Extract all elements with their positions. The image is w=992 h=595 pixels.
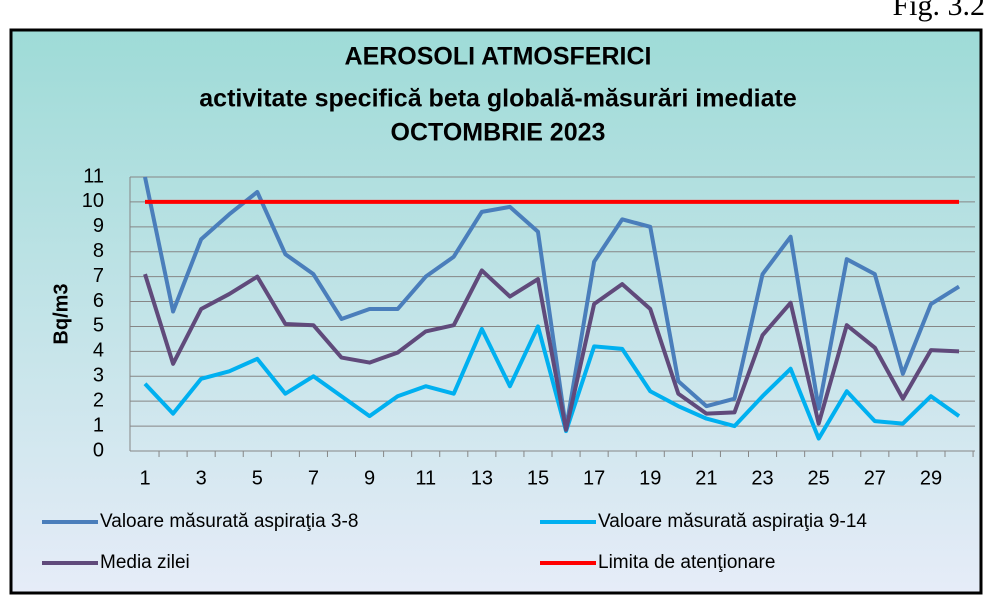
x-tick-label: 19 [639, 467, 661, 489]
x-tick-label: 5 [252, 467, 263, 489]
x-tick-label: 21 [695, 467, 717, 489]
chart-title: AEROSOLI ATMOSFERICI [345, 43, 652, 71]
chart-title: activitate specifică beta globală-măsură… [199, 85, 797, 113]
x-tick-label: 13 [471, 467, 493, 489]
x-tick-label: 3 [196, 467, 207, 489]
y-tick-label: 3 [93, 365, 104, 387]
series-line [143, 268, 960, 432]
x-tick-label: 9 [364, 467, 375, 489]
x-tick-label: 23 [751, 467, 773, 489]
y-tick-label: 0 [93, 439, 104, 461]
y-tick-label: 2 [93, 389, 104, 411]
x-tick-label: 27 [864, 467, 886, 489]
x-tick-label: 15 [527, 467, 549, 489]
series-line [143, 176, 961, 431]
x-tick-label: 11 [415, 467, 436, 489]
x-tick-label: 7 [308, 467, 319, 489]
y-tick-label: 9 [93, 215, 104, 237]
legend-label: Limita de atenţionare [598, 552, 775, 573]
chart-title: OCTOMBRIE 2023 [391, 119, 606, 147]
x-tick-label: 29 [920, 467, 942, 489]
legend-label: Media zilei [100, 552, 190, 573]
x-tick-label: 25 [808, 467, 830, 489]
y-axis-label: Bq/m3 [50, 283, 72, 344]
y-tick-label: 1 [93, 414, 104, 436]
x-tick-label: 1 [139, 467, 150, 489]
x-tick-label: 17 [583, 467, 605, 489]
y-tick-label: 5 [93, 315, 104, 337]
series-line [143, 324, 961, 441]
y-tick-label: 4 [93, 340, 104, 362]
y-tick-label: 8 [93, 240, 104, 262]
y-tick-label: 6 [93, 290, 104, 312]
y-tick-label: 10 [82, 190, 104, 212]
legend-label: Valoare măsurată aspiraţia 9-14 [598, 511, 867, 532]
legend-label: Valoare măsurată aspiraţia 3-8 [100, 511, 358, 532]
figure-label: Fig. 3.2 [892, 0, 985, 22]
y-tick-label: 11 [83, 165, 104, 187]
y-tick-label: 7 [93, 265, 104, 287]
